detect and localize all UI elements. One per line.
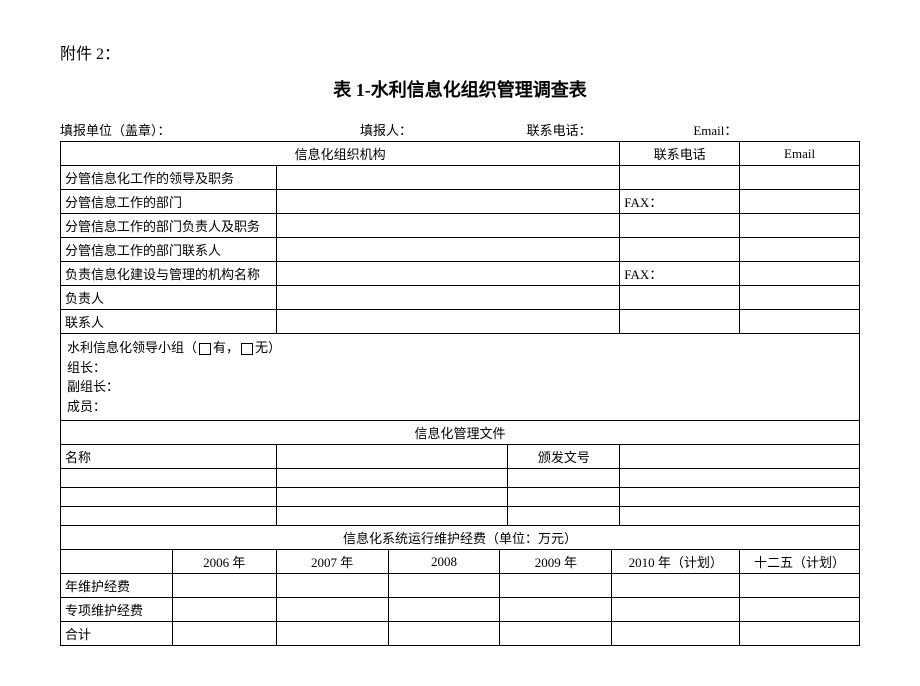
- meta-unit: 填报单位（盖章）：: [60, 120, 360, 139]
- page-title: 表 1-水利信息化组织管理调查表: [60, 76, 860, 102]
- s2-blank-r2c1: [61, 488, 277, 507]
- section3-header: 信息化系统运行维护经费（单位：万元）: [61, 526, 860, 550]
- s3-r1c6: [740, 574, 860, 598]
- s3-r2c5: [612, 598, 740, 622]
- s1-row2-fax: FAX：: [620, 190, 740, 214]
- s1-row2-value: [276, 190, 620, 214]
- s1-row2-email: [740, 190, 860, 214]
- s3-r3c1: [172, 622, 276, 646]
- s3-r2c6: [740, 598, 860, 622]
- s1-row1-phone: [620, 166, 740, 190]
- section1-header-email: Email: [740, 142, 860, 166]
- s3-y2010: 2010 年（计划）: [612, 550, 740, 574]
- s1-row1-value: [276, 166, 620, 190]
- meta-reporter: 填报人：: [360, 120, 527, 139]
- s1-row2-label: 分管信息工作的部门: [61, 190, 277, 214]
- s1-row5-email: [740, 262, 860, 286]
- s2-blank-r3c2: [276, 507, 508, 526]
- s1-row6-email: [740, 286, 860, 310]
- s3-r3c4: [500, 622, 612, 646]
- s1-row6-label: 负责人: [61, 286, 277, 310]
- s3-r3c5: [612, 622, 740, 646]
- section1-header-org: 信息化组织机构: [61, 142, 620, 166]
- s1-row1-email: [740, 166, 860, 190]
- s1-row6-phone: [620, 286, 740, 310]
- s3-y2006: 2006 年: [172, 550, 276, 574]
- s1-row3-label: 分管信息工作的部门负责人及职务: [61, 214, 277, 238]
- s2-blank-r1c4: [620, 469, 860, 488]
- leadership-yes: 有，: [213, 340, 239, 355]
- s1-row3-phone: [620, 214, 740, 238]
- meta-row: 填报单位（盖章）： 填报人： 联系电话： Email：: [60, 120, 860, 139]
- s1-row5-value: [276, 262, 620, 286]
- s3-r2c1: [172, 598, 276, 622]
- s3-y125: 十二五（计划）: [740, 550, 860, 574]
- meta-phone: 联系电话：: [527, 120, 694, 139]
- leadership-group-cell: 水利信息化领导小组（ 有， 无） 组长： 副组长： 成员：: [61, 334, 860, 421]
- s2-blank-r2c3: [508, 488, 620, 507]
- budget-table: 2006 年 2007 年 2008 2009 年 2010 年（计划） 十二五…: [60, 550, 860, 646]
- main-table: 信息化组织机构 联系电话 Email 分管信息化工作的领导及职务 分管信息工作的…: [60, 141, 860, 550]
- s2-blank-r1c2: [276, 469, 508, 488]
- s2-docnum-value: [620, 445, 860, 469]
- s2-name-label: 名称: [61, 445, 277, 469]
- s3-r1c2: [276, 574, 388, 598]
- s3-y2007: 2007 年: [276, 550, 388, 574]
- s2-blank-r3c1: [61, 507, 277, 526]
- s3-r1c5: [612, 574, 740, 598]
- member-label: 成员：: [67, 397, 853, 417]
- s1-row4-value: [276, 238, 620, 262]
- s3-r2c4: [500, 598, 612, 622]
- section1-header-phone: 联系电话: [620, 142, 740, 166]
- s1-row4-label: 分管信息工作的部门联系人: [61, 238, 277, 262]
- s3-y2008: 2008: [388, 550, 500, 574]
- s3-r1c4: [500, 574, 612, 598]
- section2-header: 信息化管理文件: [61, 421, 860, 445]
- s1-row5-label: 负责信息化建设与管理的机构名称: [61, 262, 277, 286]
- s1-row7-email: [740, 310, 860, 334]
- leadership-no: 无）: [255, 340, 281, 355]
- deputy-label: 副组长：: [67, 377, 853, 397]
- s2-docnum-label: 颁发文号: [508, 445, 620, 469]
- s1-row7-value: [276, 310, 620, 334]
- s3-r2c3: [388, 598, 500, 622]
- s2-blank-r1c1: [61, 469, 277, 488]
- s3-r3c3: [388, 622, 500, 646]
- s3-corner: [61, 550, 173, 574]
- s1-row6-value: [276, 286, 620, 310]
- s1-row3-value: [276, 214, 620, 238]
- leadership-pre: 水利信息化领导小组（: [67, 340, 197, 355]
- checkbox-no-icon: [241, 343, 253, 355]
- s1-row5-fax: FAX：: [620, 262, 740, 286]
- s2-blank-r3c4: [620, 507, 860, 526]
- s2-blank-r1c3: [508, 469, 620, 488]
- leadership-line: 水利信息化领导小组（ 有， 无）: [67, 338, 853, 358]
- s3-row2-label: 专项维护经费: [61, 598, 173, 622]
- s3-r3c6: [740, 622, 860, 646]
- s2-name-value: [276, 445, 508, 469]
- meta-email: Email：: [693, 120, 860, 139]
- s1-row3-email: [740, 214, 860, 238]
- s3-r2c2: [276, 598, 388, 622]
- s3-y2009: 2009 年: [500, 550, 612, 574]
- s1-row7-phone: [620, 310, 740, 334]
- s1-row4-phone: [620, 238, 740, 262]
- s3-r1c3: [388, 574, 500, 598]
- attachment-label: 附件 2：: [60, 40, 860, 64]
- s3-r1c1: [172, 574, 276, 598]
- s1-row1-label: 分管信息化工作的领导及职务: [61, 166, 277, 190]
- s3-row3-label: 合计: [61, 622, 173, 646]
- s1-row7-label: 联系人: [61, 310, 277, 334]
- s2-blank-r3c3: [508, 507, 620, 526]
- s2-blank-r2c4: [620, 488, 860, 507]
- s3-row1-label: 年维护经费: [61, 574, 173, 598]
- s3-r3c2: [276, 622, 388, 646]
- s2-blank-r2c2: [276, 488, 508, 507]
- s1-row4-email: [740, 238, 860, 262]
- leader-label: 组长：: [67, 358, 853, 378]
- checkbox-yes-icon: [199, 343, 211, 355]
